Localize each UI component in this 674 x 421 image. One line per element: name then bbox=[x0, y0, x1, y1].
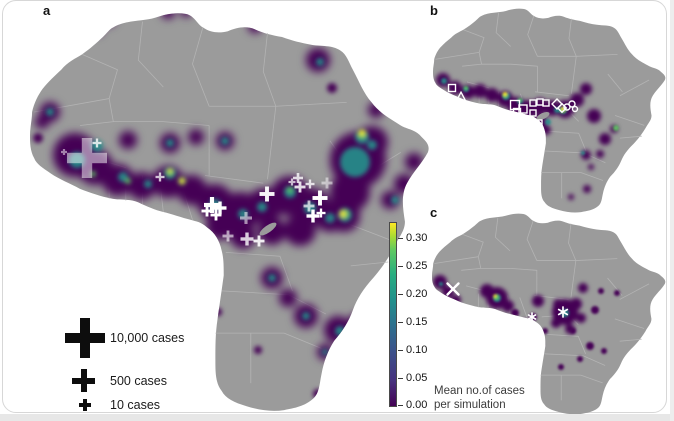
outbreak-site-marker-square bbox=[542, 99, 550, 107]
map-panel-a bbox=[20, 5, 442, 417]
africa-landmass bbox=[432, 213, 666, 415]
colorbar-tick-label: 0.30 bbox=[406, 232, 428, 244]
case-cross-marker bbox=[67, 138, 107, 178]
outbreak-site-marker-square bbox=[512, 107, 522, 117]
case-cross-marker bbox=[240, 232, 254, 246]
outbreak-site-marker-square bbox=[529, 109, 537, 117]
case-cross-marker bbox=[288, 178, 296, 186]
colorbar-tick-label: 0.20 bbox=[406, 288, 428, 300]
case-cross-marker bbox=[293, 173, 303, 183]
colorbar-title-line2: per simulation bbox=[434, 399, 506, 411]
outbreak-site-marker-square bbox=[529, 99, 537, 107]
cross-10-cases-icon bbox=[79, 399, 91, 411]
legend-label-10000: 10,000 cases bbox=[110, 331, 185, 345]
colorbar-tick-mark bbox=[398, 238, 403, 239]
outbreak-site-marker-circle bbox=[568, 100, 576, 108]
case-cross-marker bbox=[204, 197, 220, 213]
case-cross-marker bbox=[240, 212, 252, 224]
case-cross-marker bbox=[253, 235, 265, 247]
case-cross-marker bbox=[61, 149, 67, 155]
case-cross-marker bbox=[306, 209, 320, 223]
panel-label-b: b bbox=[430, 3, 438, 18]
colorbar-tick-mark bbox=[398, 405, 403, 406]
colorbar-tick-label: 0.00 bbox=[406, 399, 428, 411]
case-cross-marker bbox=[213, 201, 227, 215]
case-cross-marker bbox=[312, 190, 328, 206]
colorbar-tick-label: 0.15 bbox=[406, 316, 428, 328]
africa-map-svg-a bbox=[29, 13, 429, 411]
colorbar-tick-mark bbox=[398, 322, 403, 323]
legend-label-500: 500 cases bbox=[110, 374, 167, 388]
page-right-strip bbox=[670, 0, 674, 421]
africa-map-svg-c bbox=[432, 213, 666, 415]
case-cross-marker bbox=[321, 177, 333, 189]
colorbar-tick-mark bbox=[398, 294, 403, 295]
colorbar-tick-mark bbox=[398, 378, 403, 379]
outbreak-site-marker-triangle bbox=[455, 90, 467, 102]
lake-shape bbox=[259, 222, 277, 236]
africa-map-svg-b bbox=[433, 8, 666, 213]
lake-shape bbox=[536, 111, 550, 121]
case-cross-marker bbox=[201, 205, 213, 217]
outbreak-site-marker-asterisk bbox=[557, 306, 569, 318]
colorbar-title-line1: Mean no.of cases bbox=[434, 385, 525, 397]
outbreak-site-marker-x bbox=[446, 282, 460, 296]
case-cross-marker bbox=[316, 208, 326, 218]
colorbar-tick-label: 0.05 bbox=[406, 372, 428, 384]
panel-label-a: a bbox=[43, 3, 51, 18]
page-bottom-strip bbox=[0, 414, 674, 421]
panel-label-c: c bbox=[430, 205, 438, 220]
colorbar-tick-mark bbox=[398, 350, 403, 351]
map-panel-c bbox=[425, 206, 671, 420]
outbreak-site-marker-asterisk bbox=[527, 312, 537, 322]
outbreak-site-marker-square bbox=[535, 119, 543, 127]
case-cross-marker bbox=[259, 186, 275, 202]
cross-10000-cases-icon bbox=[65, 318, 105, 358]
colorbar-tick-mark bbox=[398, 266, 403, 267]
case-cross-marker bbox=[210, 209, 222, 221]
colorbar-tick-label: 0.25 bbox=[406, 260, 428, 272]
colorbar-gradient bbox=[389, 222, 397, 407]
legend-label-10: 10 cases bbox=[110, 398, 161, 412]
case-cross-marker bbox=[92, 138, 102, 148]
outbreak-site-marker-square bbox=[528, 118, 536, 126]
outbreak-site-marker-square bbox=[447, 83, 457, 93]
colorbar-tick-label: 0.10 bbox=[406, 344, 428, 356]
colorbar-title: Mean no.of cases per simulation bbox=[434, 384, 525, 412]
case-cross-marker bbox=[305, 179, 315, 189]
case-cross-marker bbox=[294, 181, 306, 193]
map-panel-b bbox=[425, 2, 671, 214]
case-cross-marker bbox=[155, 172, 165, 182]
cross-500-cases-icon bbox=[72, 369, 95, 392]
case-cross-marker bbox=[222, 230, 234, 242]
heatmap-layer bbox=[436, 73, 619, 200]
outbreak-site-marker-circle bbox=[571, 105, 579, 113]
case-cross-marker bbox=[303, 200, 315, 212]
